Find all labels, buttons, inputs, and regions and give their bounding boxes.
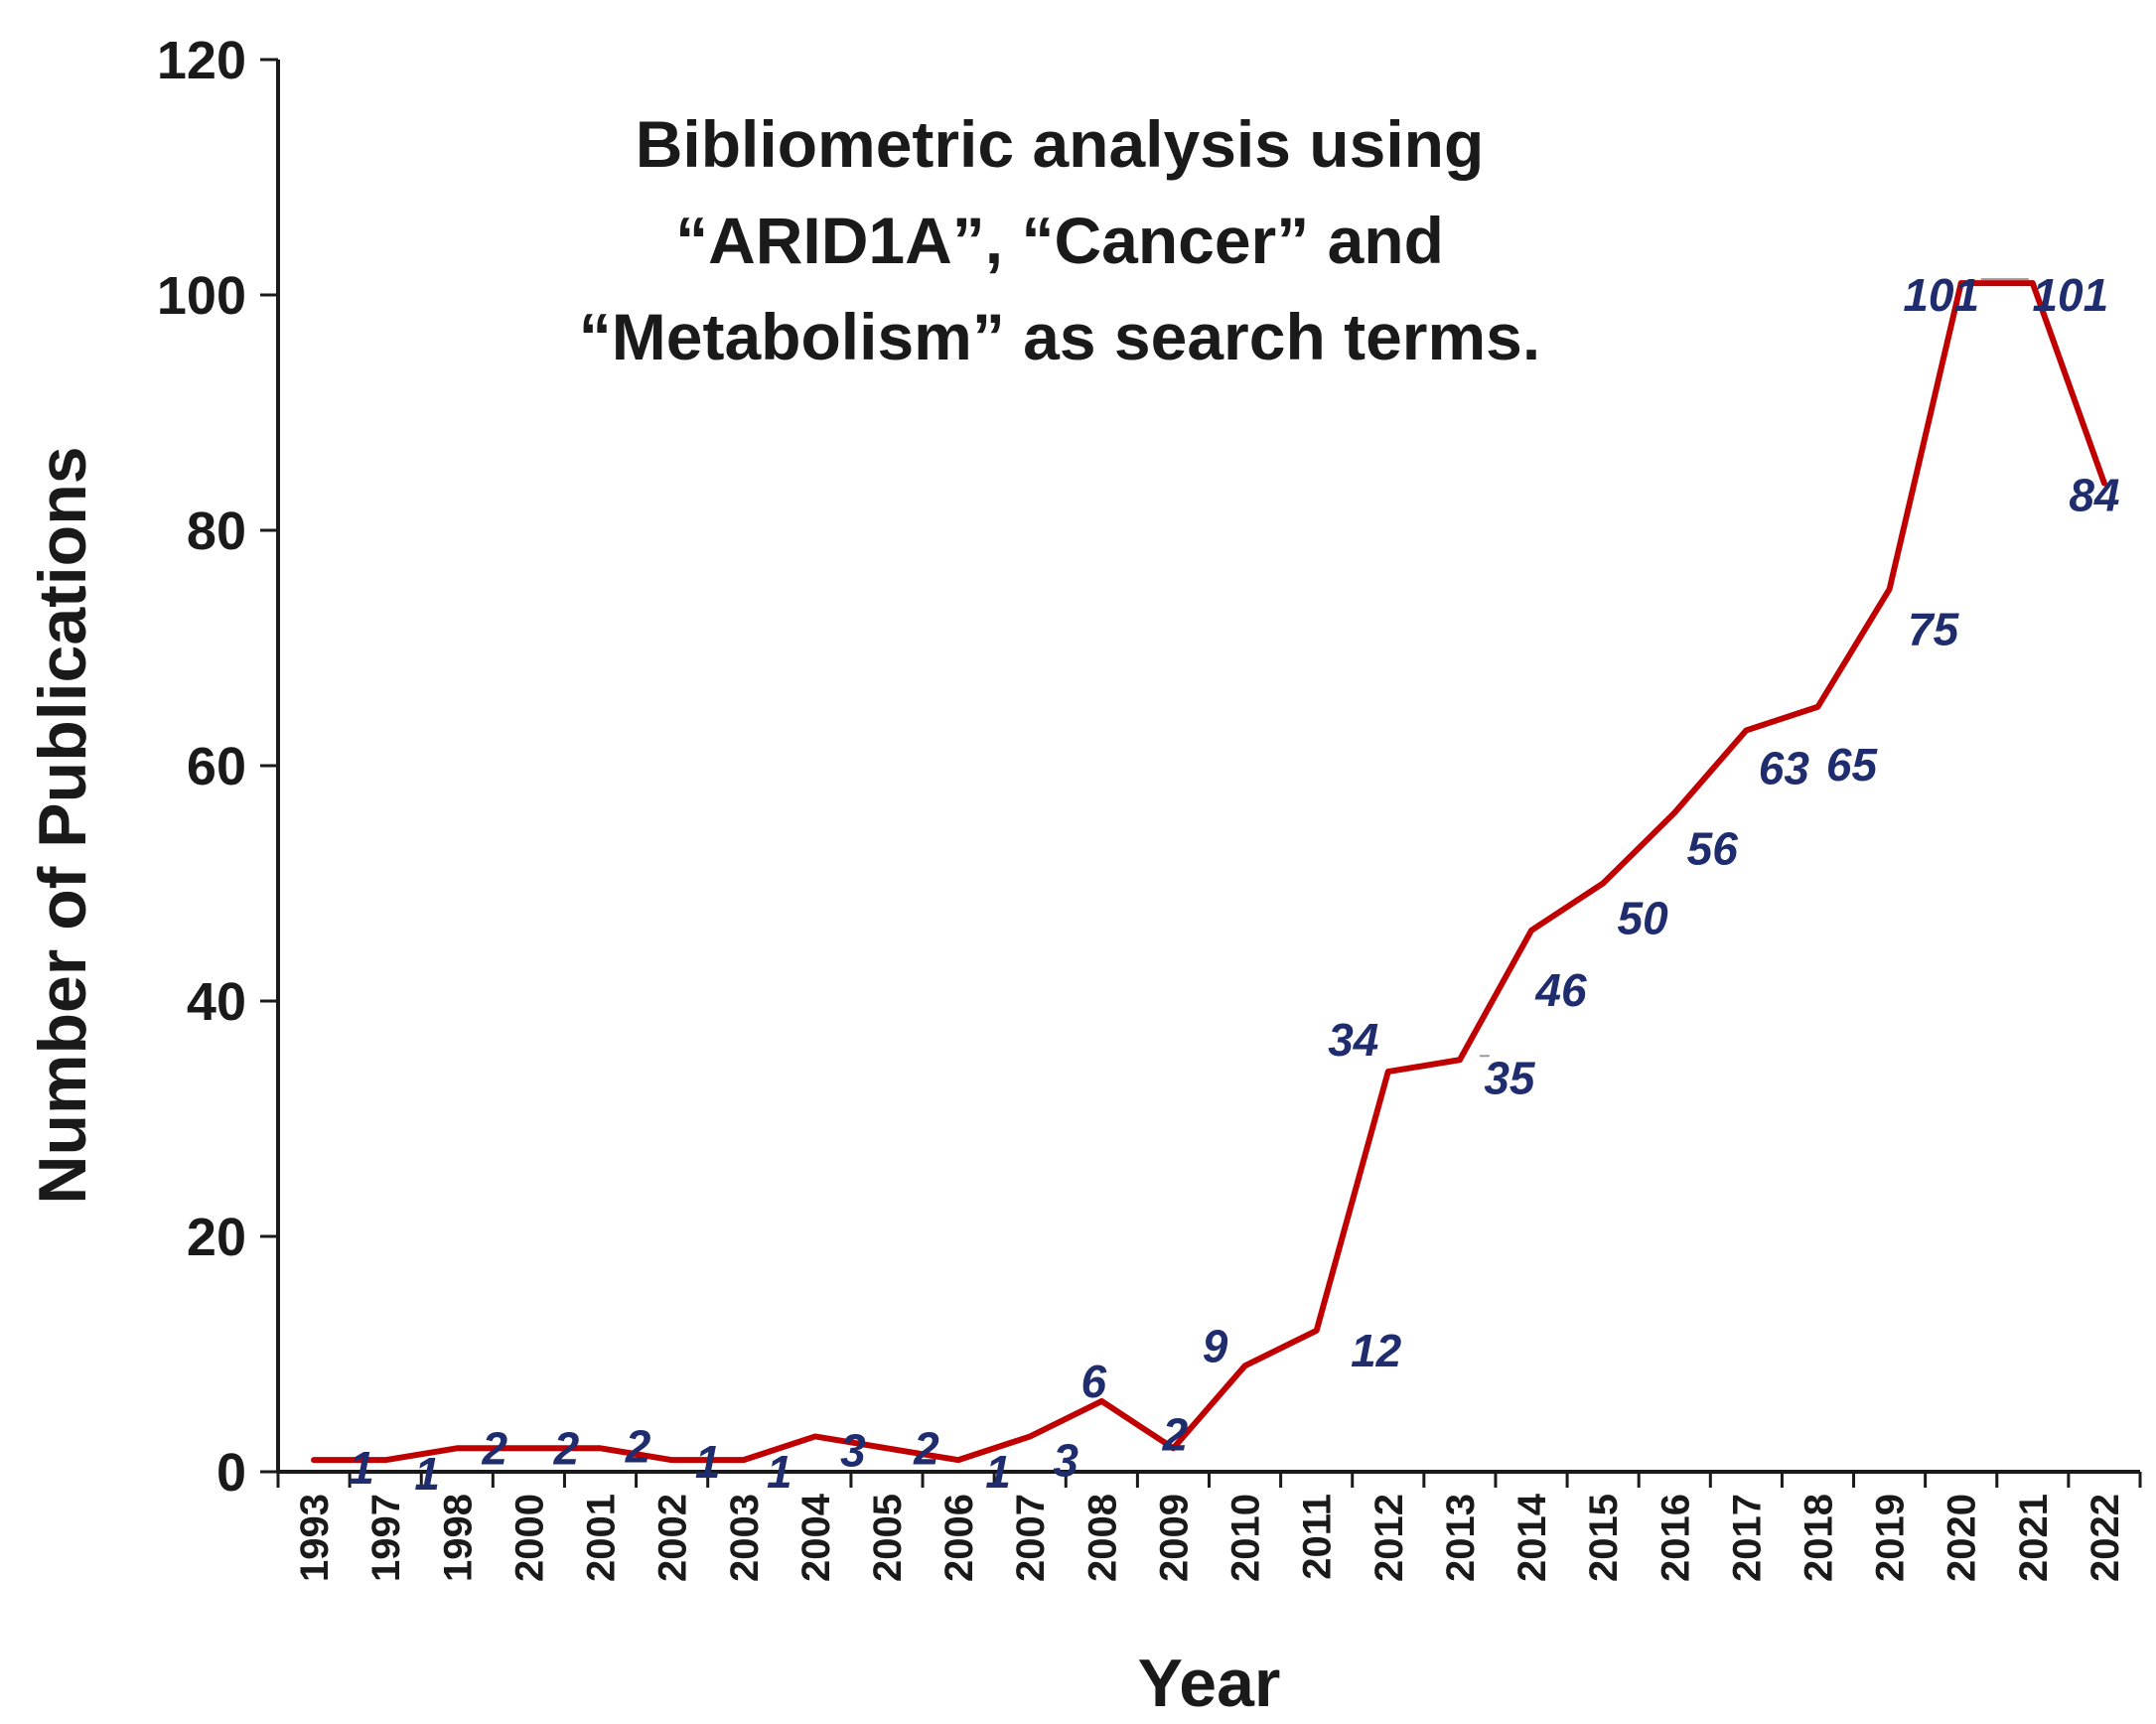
- data-label-2013: 35: [1484, 1052, 1536, 1103]
- data-label-2012: 34: [1328, 1014, 1378, 1066]
- label-leader-lines: [1479, 278, 2029, 1058]
- x-tick-label-2021: 2021: [2012, 1494, 2056, 1582]
- x-tick-label-2004: 2004: [794, 1493, 838, 1582]
- data-label-2017: 63: [1759, 742, 1810, 793]
- x-tick-label-2010: 2010: [1224, 1494, 1268, 1582]
- data-label-2019: 75: [1908, 603, 1960, 654]
- x-tick-label-2002: 2002: [651, 1494, 695, 1582]
- y-tick-label-60: 60: [187, 737, 246, 796]
- x-tick-label-2003: 2003: [723, 1494, 767, 1582]
- y-tick-label-100: 100: [157, 266, 246, 326]
- data-label-2004: 3: [840, 1424, 866, 1476]
- series-line-publications: [311, 280, 2107, 1464]
- chart-title-line-1: Bibliometric analysis using: [636, 107, 1485, 181]
- x-tick-label-2001: 2001: [580, 1494, 624, 1582]
- data-label-2016: 56: [1687, 822, 1739, 874]
- x-tick-label-2009: 2009: [1152, 1494, 1196, 1582]
- x-axis-ticks: 1993 1997 1998 2000 2001 2002 2003 2004 2005 2006…: [276, 1472, 2142, 1582]
- x-tick-label-2012: 2012: [1367, 1494, 1411, 1582]
- x-tick-label-2005: 2005: [866, 1494, 910, 1582]
- x-tick-label-2018: 2018: [1797, 1494, 1840, 1582]
- data-label-2021: 101: [2032, 269, 2108, 321]
- y-tick-label-0: 0: [216, 1443, 246, 1503]
- x-tick-label-2015: 2015: [1582, 1494, 1626, 1582]
- data-label-2010: 9: [1203, 1320, 1228, 1371]
- data-label-2009: 2: [1162, 1408, 1189, 1460]
- data-label-2022: 84: [2069, 470, 2119, 521]
- data-label-2011: 12: [1351, 1325, 1402, 1376]
- x-tick-label-1998: 1998: [436, 1494, 480, 1582]
- x-tick-label-1993: 1993: [293, 1494, 337, 1582]
- data-label-2015: 50: [1618, 893, 1669, 944]
- chart-title-line-3: “Metabolism” as search terms.: [579, 300, 1540, 373]
- x-tick-label-2019: 2019: [1869, 1494, 1913, 1582]
- x-tick-label-2016: 2016: [1653, 1494, 1697, 1582]
- data-label-2008: 6: [1081, 1356, 1107, 1407]
- data-label-2020: 101: [1903, 269, 1979, 321]
- y-tick-label-120: 120: [157, 31, 246, 90]
- data-label-2003: 1: [767, 1446, 792, 1498]
- chart-title: Bibliometric analysis using “ARID1A”, “C…: [579, 107, 1540, 373]
- data-label-2006: 1: [985, 1446, 1011, 1498]
- data-label-2007: 3: [1053, 1434, 1078, 1486]
- x-tick-label-1997: 1997: [364, 1494, 408, 1582]
- y-tick-label-40: 40: [187, 972, 246, 1032]
- data-label-1997: 1: [414, 1448, 440, 1500]
- y-axis-title: Number of Publications: [25, 446, 100, 1204]
- chart-title-line-2: “ARID1A”, “Cancer” and: [675, 204, 1444, 277]
- data-label-2000: 2: [553, 1422, 580, 1474]
- data-label-1993: 1: [349, 1442, 374, 1494]
- y-tick-label-80: 80: [187, 502, 246, 561]
- data-label-2018: 65: [1826, 739, 1879, 790]
- data-label-2001: 2: [625, 1420, 651, 1472]
- data-label-2002: 1: [695, 1436, 721, 1488]
- x-tick-label-2007: 2007: [1009, 1494, 1053, 1582]
- data-label-2005: 2: [913, 1422, 939, 1474]
- y-tick-label-20: 20: [187, 1208, 246, 1267]
- x-axis-title: Year: [1138, 1646, 1281, 1721]
- x-tick-label-2014: 2014: [1510, 1493, 1554, 1582]
- x-tick-label-2017: 2017: [1725, 1494, 1769, 1582]
- data-label-1998: 2: [481, 1422, 507, 1474]
- x-tick-label-2011: 2011: [1296, 1494, 1340, 1580]
- x-tick-label-2006: 2006: [937, 1494, 981, 1582]
- x-tick-label-2020: 2020: [1940, 1494, 1984, 1582]
- x-tick-label-2013: 2013: [1439, 1494, 1483, 1582]
- y-axis-ticks: 0 20 40 60 80 100 120: [157, 31, 278, 1503]
- series-group: [311, 280, 2107, 1464]
- data-label-2014: 46: [1534, 964, 1587, 1016]
- x-tick-label-2008: 2008: [1080, 1494, 1124, 1582]
- x-tick-label-2022: 2022: [2084, 1494, 2127, 1582]
- x-tick-label-2000: 2000: [507, 1494, 551, 1582]
